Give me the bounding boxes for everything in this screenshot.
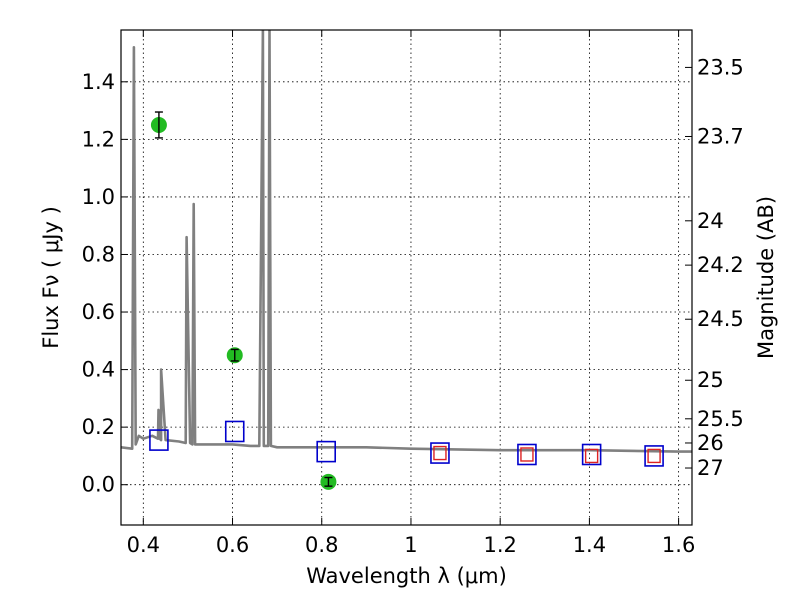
observed-filter-square [584,448,599,464]
x-tick-label: 1 [404,533,417,557]
y2-tick-label: 23.5 [697,55,744,79]
y2-tick-label: 26 [697,431,724,455]
y-tick-label: 1.4 [82,70,115,94]
y2-tick-label: 25 [697,368,724,392]
model-filter-square [149,429,169,451]
y-axis-ticks: 0.0 0.2 0.4 0.6 0.8 1.0 1.2 1.4 [82,70,128,497]
y-tick-label: 0.6 [82,300,115,324]
x-tick-label: 1.2 [483,533,516,557]
model-spectrum-line [121,30,692,453]
model-filter-square [644,445,664,467]
y2-axis-label: Magnitude (AB) [754,196,778,359]
x-tick-label: 0.8 [305,533,338,557]
x-tick-label: 0.4 [127,533,160,557]
x-axis-label: Wavelength λ (μm) [306,564,507,588]
y-tick-label: 1.2 [82,127,115,151]
y-axis-label: Flux Fν ( μJy ) [39,206,63,349]
marker-layer [149,111,664,490]
y2-tick-label: 24.2 [697,253,744,277]
model-filter-square [224,420,245,443]
x-tick-label: 0.6 [216,533,249,557]
x-tick-label: 1.6 [662,533,695,557]
observed-filter-square [433,445,447,461]
plot-frame [120,29,693,526]
y-tick-label: 0.0 [82,473,115,497]
x-axis-ticks: 0.4 0.6 0.8 1 1.2 1.4 1.6 [127,30,695,557]
model-filter-square [316,440,337,463]
grid-lines [121,30,692,525]
y2-tick-label: 24.5 [697,307,744,331]
model-filter-square [430,442,450,464]
y2-tick-label: 25.5 [697,407,744,431]
model-spectrum-layer [121,30,692,453]
y2-tick-label: 27 [697,456,724,480]
y-tick-label: 1.0 [82,185,115,209]
y-tick-label: 0.4 [82,358,115,382]
observed-filter-square [647,448,661,464]
y2-tick-label: 23.7 [697,124,744,148]
x-tick-label: 1.4 [573,533,606,557]
observed-filter-square [520,447,534,462]
y-tick-label: 0.2 [82,415,115,439]
y-tick-label: 0.8 [82,242,115,266]
model-filter-square [581,443,602,466]
model-filter-square [517,443,537,466]
y2-tick-label: 24 [697,209,724,233]
